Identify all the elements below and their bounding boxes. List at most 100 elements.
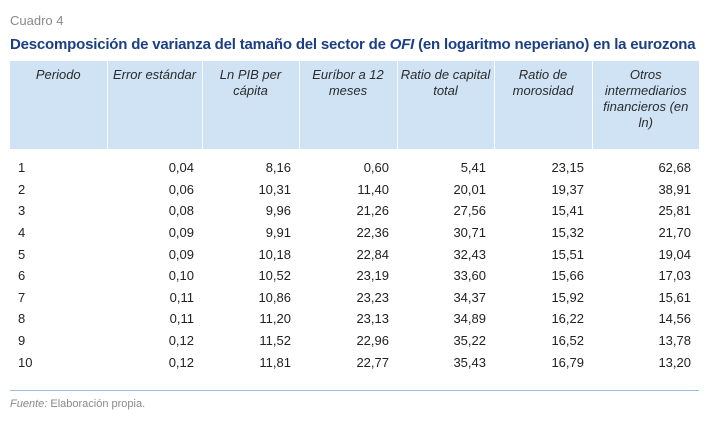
table-cell: 14,56: [658, 311, 691, 327]
table-cell: 30,71: [453, 225, 486, 241]
column-header-periodo: Periodo: [10, 61, 107, 149]
table-cell: 25,81: [658, 203, 691, 219]
table-cell: 11,52: [259, 333, 291, 349]
table-label: Cuadro 4: [10, 13, 64, 28]
table-cell: 20,01: [453, 181, 486, 197]
table-cell: 8,16: [265, 160, 291, 176]
table-cell: 10: [18, 354, 33, 370]
table-cell: 62,68: [658, 160, 691, 176]
table-cell: 9: [18, 333, 26, 349]
table-header: Periodo Error estándar Ln PIB per cápita…: [10, 61, 699, 149]
column-header-ratio-morosidad: Ratio de morosidad: [493, 61, 592, 149]
table-cell: 11,20: [259, 311, 291, 327]
source-text: Elaboración propia.: [47, 398, 146, 410]
table-cell: 15,41: [551, 203, 584, 219]
table-cell: 38,91: [658, 181, 691, 197]
column-header-error-estandar: Error estándar: [106, 61, 202, 149]
table-row: 7 0,11 10,86 23,23 34,37 15,92 15,61: [10, 287, 699, 309]
table-cell: 21,70: [658, 225, 691, 241]
column-header-otros-intermediarios: Otros intermediarios financieros (en ln): [591, 61, 699, 149]
table-cell: 22,77: [356, 354, 389, 370]
table-cell: 9,91: [265, 225, 291, 241]
table-row: 1 0,04 8,16 0,60 5,41 23,15 62,68: [10, 149, 699, 179]
table-cell: 32,43: [453, 246, 486, 262]
table-cell: 9,96: [265, 203, 291, 219]
table-cell: 0,10: [168, 268, 194, 284]
table-cell: 16,22: [551, 311, 584, 327]
table-cell: 3: [18, 203, 26, 219]
table-cell: 11,40: [357, 181, 389, 197]
variance-decomposition-table: Periodo Error estándar Ln PIB per cápita…: [10, 61, 699, 373]
table-cell: 0,08: [168, 203, 194, 219]
table-cell: 10,52: [258, 268, 291, 284]
table-cell: 8: [18, 311, 26, 327]
table-title: Descomposición de varianza del tamaño de…: [10, 36, 696, 53]
table-cell: 23,15: [551, 160, 584, 176]
table-cell: 10,31: [258, 181, 291, 197]
table-cell: 15,92: [551, 289, 584, 305]
bottom-rule: [10, 390, 699, 391]
table-cell: 2: [18, 181, 26, 197]
table-cell: 34,37: [453, 289, 486, 305]
table-cell: 16,52: [551, 333, 584, 349]
column-header-euribor: Euríbor a 12 meses: [298, 61, 397, 149]
table-cell: 22,96: [356, 333, 389, 349]
table-row: 10 0,12 11,81 22,77 35,43 16,79 13,20: [10, 351, 699, 373]
column-header-ratio-capital: Ratio de capital total: [396, 61, 494, 149]
table-cell: 34,89: [453, 311, 486, 327]
table-cell: 7: [18, 289, 26, 305]
table-cell: 13,78: [658, 333, 691, 349]
table-row: 8 0,11 11,20 23,13 34,89 16,22 14,56: [10, 308, 699, 330]
table-cell: 21,26: [356, 203, 389, 219]
table-cell: 15,51: [551, 246, 584, 262]
table-cell: 23,13: [356, 311, 389, 327]
table-row: 5 0,09 10,18 22,84 32,43 15,51 19,04: [10, 243, 699, 265]
table-cell: 23,23: [356, 289, 389, 305]
table-cell: 0,11: [169, 311, 194, 327]
table-cell: 15,61: [658, 289, 691, 305]
table-cell: 22,36: [356, 225, 389, 241]
table-cell: 23,19: [356, 268, 389, 284]
table-cell: 17,03: [658, 268, 691, 284]
table-cell: 19,37: [551, 181, 584, 197]
table-cell: 0,06: [168, 181, 194, 197]
table-cell: 35,22: [453, 333, 486, 349]
table-cell: 1: [18, 160, 26, 176]
table-row: 4 0,09 9,91 22,36 30,71 15,32 21,70: [10, 222, 699, 244]
table-cell: 35,43: [453, 354, 486, 370]
table-cell: 5,41: [460, 160, 486, 176]
table-row: 9 0,12 11,52 22,96 35,22 16,52 13,78: [10, 330, 699, 352]
table-cell: 27,56: [453, 203, 486, 219]
table-cell: 6: [18, 268, 26, 284]
table-cell: 15,32: [551, 225, 584, 241]
table-body: 1 0,04 8,16 0,60 5,41 23,15 62,68 2 0,06 10,31 11,…: [10, 149, 699, 373]
table-cell: 0,12: [168, 354, 194, 370]
table-cell: 22,84: [356, 246, 389, 262]
title-text-italic: OFI: [389, 36, 415, 53]
table-row: 6 0,10 10,52 23,19 33,60 15,66 17,03: [10, 265, 699, 287]
table-cell: 0,04: [168, 160, 194, 176]
column-header-ln-pib: Ln PIB per cápita: [201, 61, 299, 149]
table-cell: 0,12: [168, 333, 194, 349]
table-cell: 15,66: [551, 268, 584, 284]
table-cell: 0,09: [168, 225, 194, 241]
table-cell: 0,60: [363, 160, 389, 176]
title-text-after: (en logaritmo neperiano) en la eurozona: [414, 36, 696, 53]
table-cell: 16,79: [551, 354, 584, 370]
table-cell: 13,20: [658, 354, 691, 370]
table-cell: 10,86: [258, 289, 291, 305]
source-note: Fuente: Elaboración propia.: [10, 398, 145, 410]
table-cell: 33,60: [453, 268, 486, 284]
source-label: Fuente:: [10, 398, 48, 410]
header-row: Periodo Error estándar Ln PIB per cápita…: [10, 61, 699, 149]
table-row: 2 0,06 10,31 11,40 20,01 19,37 38,91: [10, 179, 699, 201]
table-cell: 5: [18, 246, 26, 262]
table-row: 3 0,08 9,96 21,26 27,56 15,41 25,81: [10, 200, 699, 222]
table-cell: 19,04: [658, 246, 691, 262]
table-cell: 10,18: [258, 246, 291, 262]
title-text-before: Descomposición de varianza del tamaño de…: [10, 36, 390, 53]
table-cell: 11,81: [259, 354, 291, 370]
table-cell: 4: [18, 225, 26, 241]
table-cell: 0,09: [168, 246, 194, 262]
table-cell: 0,11: [169, 289, 194, 305]
